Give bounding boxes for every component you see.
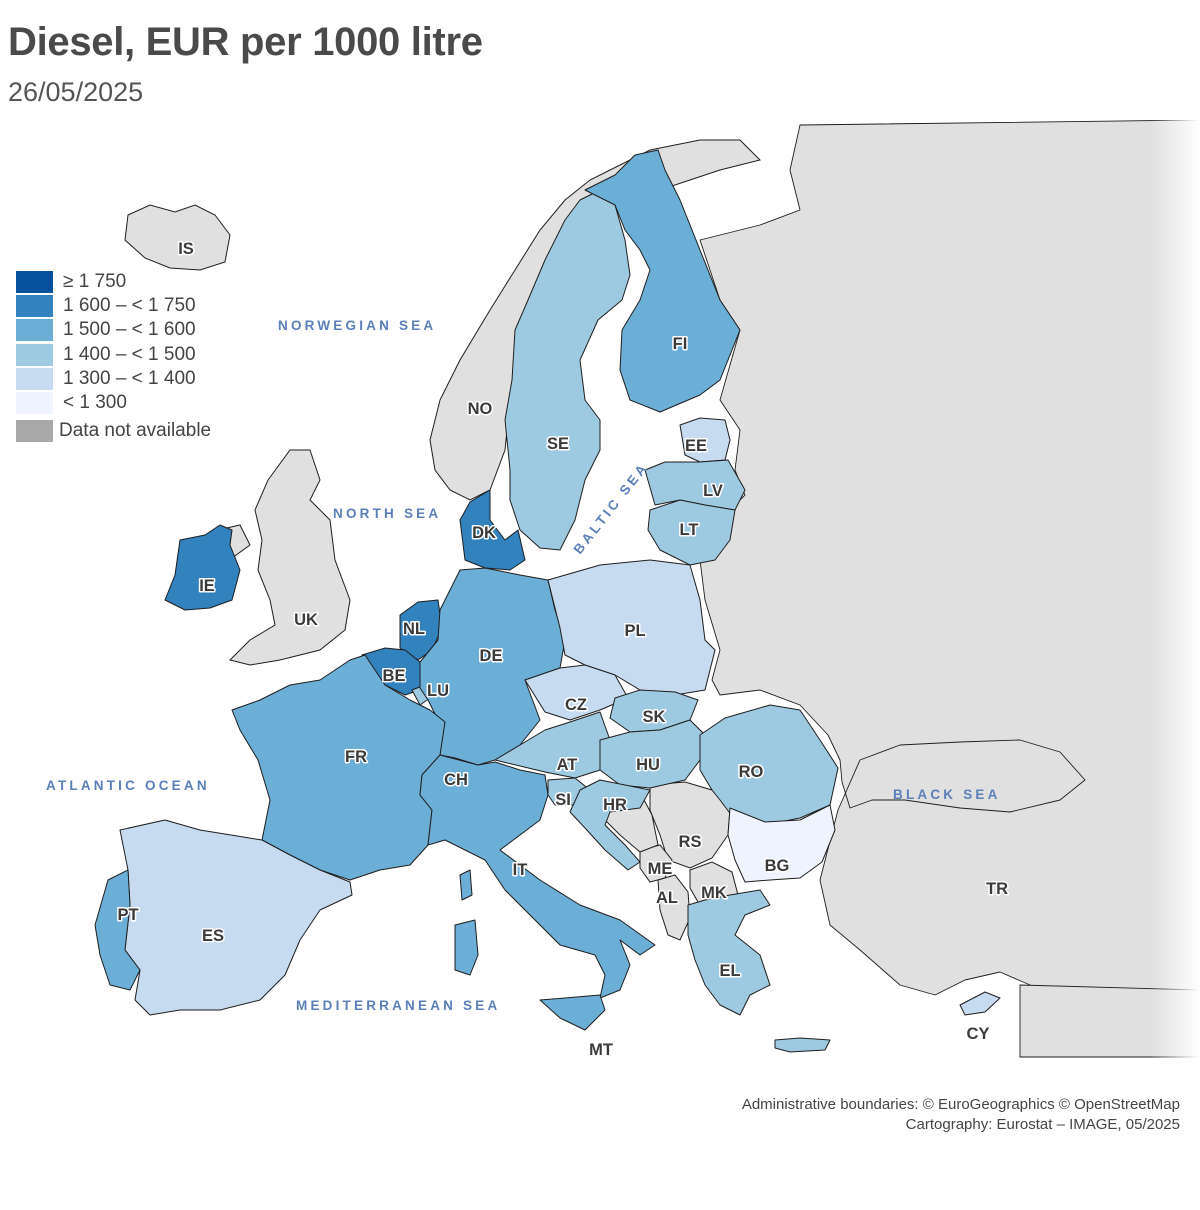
label-ee: EE (685, 437, 707, 455)
legend-label-na: Data not available (59, 420, 212, 442)
label-el: EL (719, 962, 740, 980)
country-fr-corsica (459, 869, 473, 901)
country-fi (584, 149, 741, 413)
map-legend: ≥ 1 750 1 600 – < 1 750 1 500 – < 1 600 … (16, 270, 211, 443)
legend-swatch-na (16, 420, 53, 443)
country-uk (229, 449, 351, 666)
label-ie: IE (199, 577, 215, 595)
country-lt (647, 499, 736, 566)
legend-item-ge-1750: ≥ 1 750 (16, 270, 211, 294)
label-lu: LU (427, 682, 449, 700)
sea-label-black: BLACK SEA (893, 787, 1001, 802)
label-se: SE (547, 435, 569, 453)
legend-item-1600-1750: 1 600 – < 1 750 (16, 294, 211, 318)
legend-label: 1 300 – < 1 400 (63, 367, 196, 389)
legend-item-1400-1500: 1 400 – < 1 500 (16, 343, 211, 367)
country-it-sicily (539, 994, 606, 1031)
country-pl (547, 559, 716, 696)
country-it (419, 754, 656, 999)
label-it: IT (513, 861, 528, 879)
country-ro (699, 704, 839, 826)
sea-label-north: NORTH SEA (333, 506, 441, 521)
legend-item-not-available: Data not available (16, 419, 211, 443)
map-date: 26/05/2025 (8, 77, 144, 107)
label-al: AL (656, 889, 678, 907)
country-ie (164, 524, 241, 611)
sea-label-norwegian: NORWEGIAN SEA (278, 318, 436, 333)
label-bg: BG (765, 857, 790, 875)
legend-swatch (16, 392, 53, 415)
label-rs: RS (679, 833, 702, 851)
background-land (699, 120, 1200, 1058)
map-title: Diesel, EUR per 1000 litre (8, 20, 483, 64)
legend-label: 1 400 – < 1 500 (63, 343, 196, 365)
legend-swatch (16, 343, 53, 366)
country-it-sardinia (454, 919, 479, 976)
label-hr: HR (603, 796, 627, 814)
label-hu: HU (636, 756, 660, 774)
country-al (657, 874, 691, 941)
label-is: IS (178, 240, 194, 258)
legend-item-1500-1600: 1 500 – < 1 600 (16, 318, 211, 342)
label-mk: MK (701, 884, 727, 902)
label-cz: CZ (565, 696, 587, 714)
country-hr (569, 779, 651, 871)
country-hu (599, 719, 706, 789)
country-bg (727, 804, 836, 883)
label-si: SI (555, 791, 571, 809)
country-se (504, 189, 631, 551)
legend-label: < 1 300 (63, 392, 127, 414)
country-at (494, 711, 611, 779)
country-lv (644, 459, 746, 511)
map-credits: Administrative boundaries: © EuroGeograp… (742, 1095, 1180, 1135)
country-el-crete (774, 1037, 831, 1053)
label-dk: DK (472, 524, 496, 542)
label-pt: PT (117, 906, 138, 924)
countries-with-data (94, 149, 1001, 1053)
legend-label: 1 500 – < 1 600 (63, 319, 196, 341)
legend-item-1300-1400: 1 300 – < 1 400 (16, 367, 211, 391)
map-edge-fade (1150, 120, 1200, 1060)
country-is (124, 204, 231, 271)
credits-boundaries: Administrative boundaries: © EuroGeograp… (741, 1096, 1180, 1113)
label-me: ME (648, 860, 673, 878)
legend-swatch (16, 271, 53, 294)
sea-label-atlantic: ATLANTIC OCEAN (46, 778, 210, 793)
country-rs (649, 781, 731, 869)
label-fi: FI (673, 335, 688, 353)
label-no: NO (468, 400, 493, 418)
legend-item-lt-1300: < 1 300 (16, 391, 211, 415)
label-be: BE (383, 667, 406, 685)
label-at: AT (557, 756, 578, 774)
label-sk: SK (643, 708, 666, 726)
label-cy: CY (967, 1025, 990, 1043)
label-de: DE (480, 647, 503, 665)
label-pl: PL (624, 622, 645, 640)
country-ee (679, 417, 731, 463)
label-uk: UK (294, 611, 318, 629)
label-lt: LT (680, 521, 699, 539)
legend-swatch (16, 295, 53, 318)
country-pt (94, 869, 141, 991)
label-fr: FR (345, 748, 367, 766)
legend-swatch (16, 367, 53, 390)
legend-label: 1 600 – < 1 750 (63, 295, 196, 317)
country-dk (459, 489, 526, 571)
label-ch: CH (444, 771, 468, 789)
label-nl: NL (403, 620, 425, 638)
country-el (687, 889, 771, 1016)
label-es: ES (202, 927, 224, 945)
label-lv: LV (703, 482, 723, 500)
sea-label-mediterranean: MEDITERRANEAN SEA (296, 998, 500, 1013)
europe-map: NORWEGIAN SEA NORTH SEA BALTIC SEA ATLAN… (46, 120, 1200, 1061)
label-tr: TR (986, 880, 1008, 898)
country-cy (959, 991, 1001, 1016)
legend-swatch (16, 319, 53, 342)
legend-label: ≥ 1 750 (63, 271, 127, 293)
label-ro: RO (739, 763, 764, 781)
credits-cartography: Cartography: Eurostat – IMAGE, 05/2025 (905, 1116, 1180, 1133)
label-mt: MT (589, 1041, 613, 1059)
country-labels: IS NO SE FI EE LV LT DK IE UK NL DE PL B… (116, 239, 1010, 1061)
